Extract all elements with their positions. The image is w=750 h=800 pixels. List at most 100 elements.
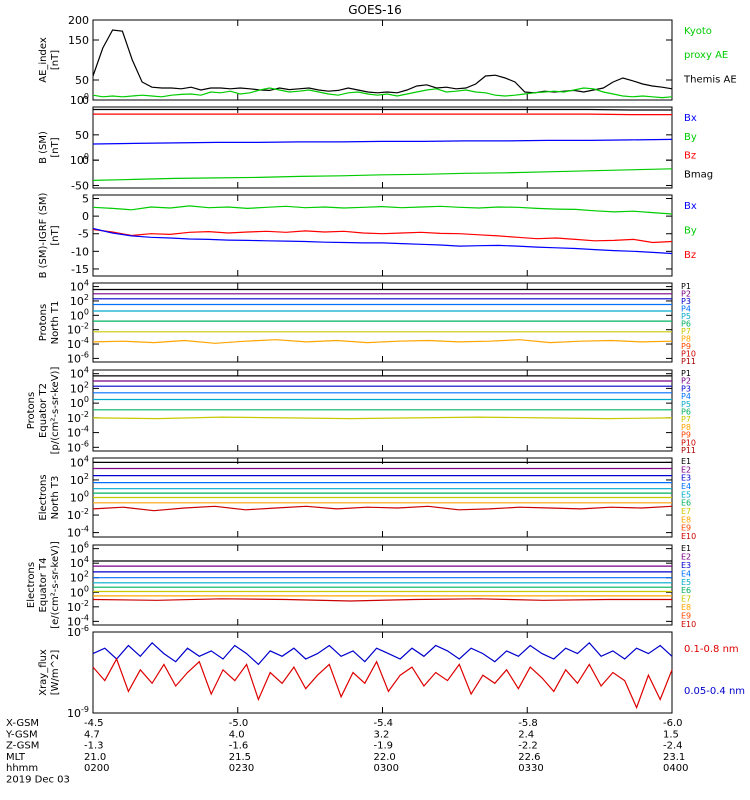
- y-tick-label: 100: [70, 490, 89, 505]
- y-tick-label: 100: [70, 584, 89, 599]
- series-bx: [92, 227, 673, 255]
- footer-value: 0230: [229, 763, 254, 774]
- y-tick-label: 50: [75, 74, 89, 87]
- legend-item: P1: [681, 369, 691, 378]
- y-tick-label: 104: [70, 279, 89, 294]
- legend-item: P2: [681, 377, 691, 386]
- legend-item: E3: [681, 561, 691, 570]
- legend-item: E1: [681, 544, 691, 553]
- legend-item: E5: [681, 490, 691, 499]
- legend-item: E9: [681, 524, 691, 533]
- footer-value: -6.0: [663, 718, 683, 729]
- legend-item: P6: [681, 320, 691, 329]
- y-tick-label: 104: [70, 454, 89, 469]
- panel-8: 10-9 10-6 Xray_flux [W/m^2] 0.1-0.8 nm 0.05-0…: [38, 624, 745, 720]
- legend-item: E10: [681, 532, 696, 541]
- legend-item: P8: [681, 423, 691, 432]
- footer-label: MLT: [6, 752, 26, 763]
- panel-frame: [92, 544, 673, 626]
- y-tick-label: 10-4: [67, 525, 89, 540]
- legend-item: E2: [681, 552, 691, 561]
- legend-item: E7: [681, 595, 691, 604]
- legend-item: P5: [681, 312, 691, 321]
- footer-value: 0400: [663, 763, 688, 774]
- y-axis-label: Equator T4: [38, 558, 49, 613]
- series-bz: [93, 113, 672, 116]
- footer-value: 23.1: [663, 752, 685, 763]
- y-axis-label: Electrons: [38, 474, 49, 520]
- footer-value: 21.5: [229, 752, 251, 763]
- y-tick-label: -15: [71, 263, 89, 276]
- legend-item: P7: [681, 327, 691, 336]
- legend-item: Bmag: [684, 170, 713, 181]
- y-tick-label: 102: [70, 472, 89, 487]
- legend-item: P10: [681, 438, 696, 447]
- legend-item: P11: [681, 357, 696, 366]
- y-axis-label: Protons: [26, 392, 37, 429]
- y-tick-label: 102: [70, 380, 89, 395]
- legend-item: P1: [681, 282, 691, 291]
- legend-item: E9: [681, 612, 691, 621]
- series-e9: [92, 505, 673, 512]
- y-tick-label: 100: [70, 92, 89, 107]
- series-e9: [92, 598, 672, 602]
- series-bx: [92, 138, 673, 145]
- panel-3: -15 -10 -5 0 5 B (SM)-IGRF (SM) [nT] Bx By Bz: [38, 193, 697, 279]
- y-tick-label: -5: [78, 228, 89, 241]
- plot-title: GOES-16: [348, 3, 402, 17]
- legend-item: Themis AE: [683, 74, 737, 85]
- legend-item: E8: [681, 515, 691, 524]
- legend-item: P2: [681, 290, 691, 299]
- footer-value: -5.0: [229, 718, 249, 729]
- footer-label: 2019 Dec 03: [6, 775, 70, 786]
- y-tick-label: 10-9: [67, 705, 89, 720]
- legend-item: Bx: [684, 113, 697, 124]
- y-tick-label: 0: [82, 210, 89, 223]
- y-tick-label: 10-2: [67, 507, 89, 522]
- footer-value: 4.7: [84, 729, 100, 740]
- legend-item: Bx: [684, 201, 697, 212]
- legend-item: E4: [681, 482, 691, 491]
- footer-value: 0200: [84, 763, 109, 774]
- footer-value: 0300: [374, 763, 399, 774]
- y-tick-label: 10-6: [67, 439, 89, 454]
- y-axis-label: AE_index: [38, 37, 49, 83]
- series-0-1-0-8-nm: [92, 657, 673, 710]
- panel-2: -50 0 50 100 B (SM) [nT] Bx By Bz Bmag: [38, 106, 713, 192]
- y-axis-label: [e/(cm²-s-sr-keV)]: [50, 541, 61, 629]
- series-p8: [92, 339, 673, 344]
- y-tick-label: -10: [71, 245, 89, 258]
- legend-item: P6: [681, 408, 691, 417]
- y-tick-label: 0: [82, 94, 89, 107]
- y-tick-label: 102: [70, 293, 89, 308]
- legend-item: By: [684, 132, 697, 143]
- y-tick-label: 10-2: [67, 599, 89, 614]
- y-tick-label: 100: [70, 395, 89, 410]
- legend-item: E10: [681, 620, 696, 629]
- legend-item: Bz: [684, 151, 696, 162]
- legend-item: E8: [681, 603, 691, 612]
- series-bz: [92, 228, 673, 244]
- panel-frame: [92, 631, 673, 714]
- footer-value: -1.6: [229, 741, 249, 752]
- y-tick-label: 10-4: [67, 613, 89, 628]
- y-tick-label: 104: [70, 555, 89, 570]
- legend-item: Kyoto: [684, 26, 712, 37]
- footer-value: 3.2: [374, 729, 390, 740]
- footer-value: 22.6: [518, 752, 540, 763]
- panel-1: 0 50 100 150 200 AE_index [nT] Kyoto proxy AE The…: [38, 14, 737, 107]
- footer-value: -1.9: [374, 741, 394, 752]
- y-axis-label: B (SM)-IGRF (SM): [38, 193, 49, 279]
- footer-value: -2.2: [518, 741, 538, 752]
- legend-item: 0.05-0.4 nm: [684, 686, 745, 697]
- legend-item: P9: [681, 431, 691, 440]
- y-axis-label: [W/m^2]: [50, 650, 61, 696]
- y-tick-label: 10-2: [67, 322, 89, 337]
- legend-item: P3: [681, 384, 691, 393]
- y-tick-label: 106: [70, 541, 89, 556]
- legend-item: P4: [681, 305, 691, 314]
- legend-item: 0.1-0.8 nm: [684, 644, 739, 655]
